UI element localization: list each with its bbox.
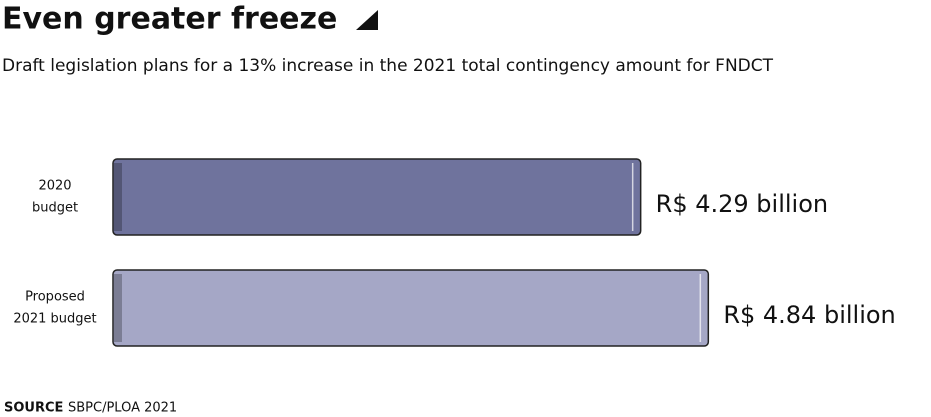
bar: [112, 269, 710, 347]
source: SBPC/PLOA 2021: [68, 401, 177, 416]
value-label: R$ 4.84 billion: [723, 301, 895, 329]
value-label: R$ 4.29 billion: [656, 190, 828, 218]
bar-bevel: [114, 274, 122, 342]
category-label: 2020: [38, 179, 71, 194]
bar: [112, 158, 642, 236]
category-label: 2021 budget: [13, 312, 96, 327]
category-label: Proposed: [25, 290, 85, 305]
chart-subtitle: Draft legislation plans for a 13% increa…: [2, 56, 774, 76]
source-label: SOURCE: [4, 401, 63, 416]
category-label: budget: [32, 201, 78, 216]
chart-title: Even greater freeze: [2, 2, 337, 37]
bar-bevel: [114, 163, 122, 231]
title-icon: [356, 10, 378, 30]
